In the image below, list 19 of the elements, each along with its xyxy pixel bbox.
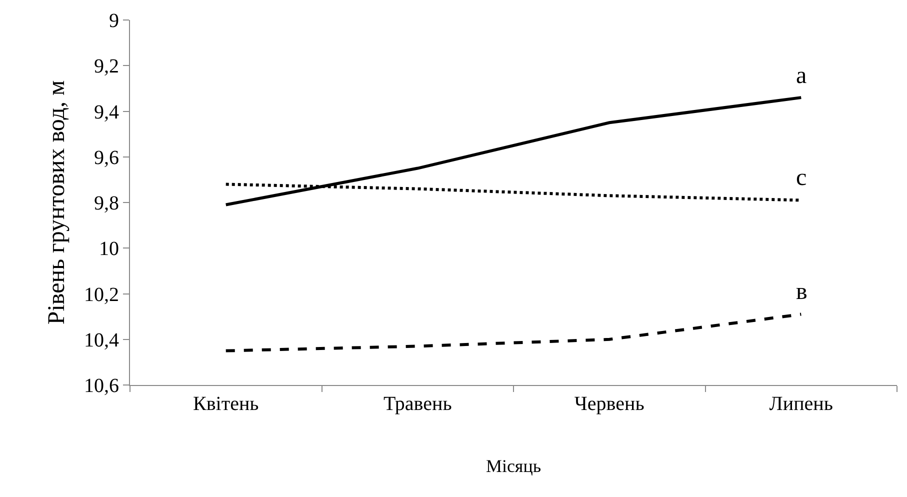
y-tick-label: 10,6 [84, 375, 119, 397]
series-label: c [796, 165, 807, 191]
x-tick-label: Травень [383, 393, 452, 415]
y-tick-label: 10,4 [84, 329, 119, 352]
y-tick-label: 9,4 [94, 101, 119, 124]
x-tick-label: Квітень [192, 393, 259, 415]
line-series [224, 312, 803, 352]
y-tick-label: 10,2 [84, 284, 119, 306]
y-tick-label: 9,2 [94, 56, 119, 78]
y-tick-label: 9,8 [94, 192, 119, 214]
y-axis-title: Рівень грунтових вод, м [44, 80, 70, 325]
series-label: в [796, 279, 808, 305]
x-tick-label: Липень [769, 393, 833, 415]
series-label: a [796, 63, 807, 89]
y-tick-label: 9,6 [94, 146, 119, 169]
y-tick-label: 10 [99, 238, 119, 260]
y-tick-label: 9 [109, 10, 119, 32]
x-tick-label: Червень [574, 393, 644, 415]
x-axis-title: Місяць [486, 456, 542, 476]
